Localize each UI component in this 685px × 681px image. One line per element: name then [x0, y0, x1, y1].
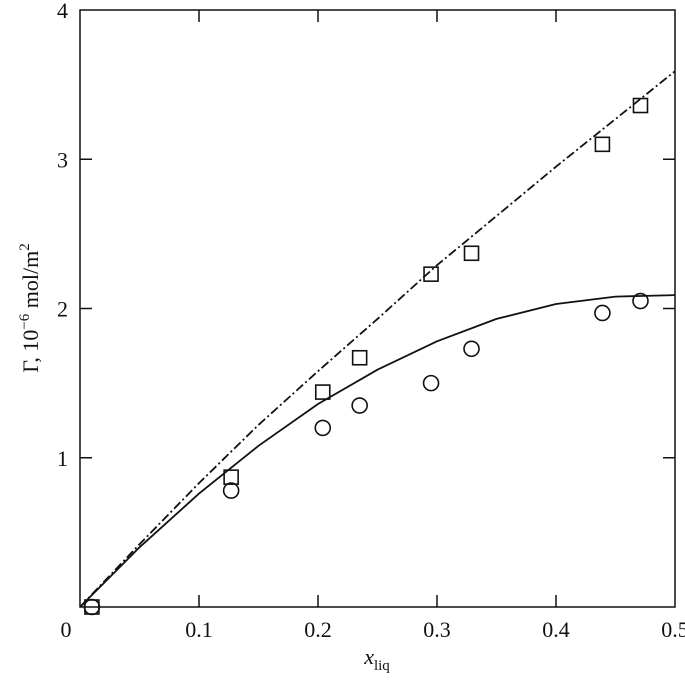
square-point — [314, 384, 331, 400]
y-tick-label: 4 — [57, 0, 68, 23]
x-axis-label-main: x — [363, 644, 374, 669]
circle-point — [314, 419, 332, 437]
x-axis-label: xliq — [363, 644, 390, 674]
square-point — [594, 136, 611, 153]
data-points — [83, 97, 649, 616]
y-tick-label: 3 — [57, 147, 68, 172]
y-axis-label-unit: mol/m — [18, 251, 43, 314]
x-axis-label-subscript: liq — [374, 658, 390, 674]
y-axis-label-unit-exponent: 2 — [17, 243, 33, 251]
plot-frame — [79, 9, 676, 608]
y-axis-label-exponent: −6 — [17, 313, 33, 329]
dashed-fit-line — [79, 70, 676, 608]
square-point — [463, 245, 480, 262]
y-axis-ticks: 1 2 3 4 — [57, 0, 675, 471]
circle-point — [422, 374, 440, 392]
x-tick-label: 0.1 — [185, 617, 213, 642]
circle-point — [222, 482, 240, 499]
circle-point — [351, 397, 368, 414]
solid-fit-line — [79, 294, 676, 608]
fit-lines — [79, 70, 676, 608]
square-point — [223, 469, 239, 485]
circle-point — [632, 292, 649, 310]
x-tick-label: 0.5 — [661, 617, 685, 642]
square-point — [423, 266, 439, 282]
x-tick-label: 0 — [61, 617, 72, 642]
x-tick-label: 0.2 — [304, 617, 332, 642]
circle-point — [463, 340, 480, 358]
y-axis-label-main: Γ, 10 — [18, 330, 43, 373]
square-point — [632, 97, 649, 114]
x-tick-label: 0.4 — [542, 617, 570, 642]
circle-point — [83, 598, 101, 616]
square-point — [351, 349, 368, 366]
x-tick-label: 0.3 — [423, 617, 451, 642]
circle-point — [594, 304, 611, 322]
y-tick-label: 2 — [57, 297, 68, 322]
y-tick-label: 1 — [57, 446, 68, 471]
y-axis-label: Γ, 10−6 mol/m2 — [17, 243, 43, 373]
x-axis-ticks: 0 0.1 0.2 0.3 0.4 0.5 — [61, 10, 685, 642]
